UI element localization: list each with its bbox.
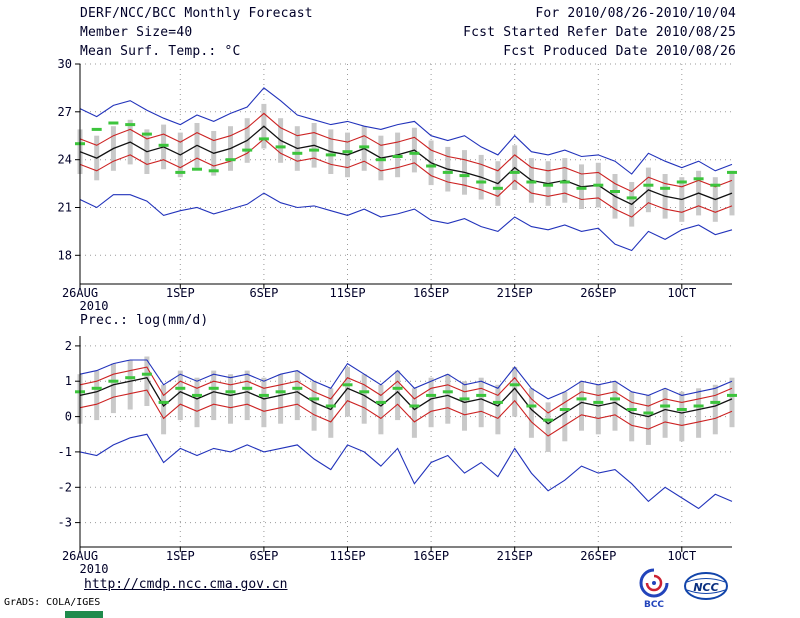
page-title: DERF/NCC/BCC Monthly Forecast [80,6,313,21]
fcst-started-label: Fcst Started Refer Date 2010/08/25 [463,25,736,40]
fcst-produced-label: Fcst Produced Date 2010/08/26 [503,44,736,59]
member-size-label: Member Size=40 [80,25,193,40]
svg-text:24: 24 [58,153,72,167]
svg-text:-3: -3 [58,516,72,530]
svg-text:21SEP: 21SEP [497,549,533,563]
svg-text:26AUG: 26AUG [62,286,98,300]
panel2-title: Prec.: log(mm/d) [80,313,209,328]
svg-text:18: 18 [58,248,72,262]
svg-text:21SEP: 21SEP [497,286,533,300]
ncc-logo-icon: NCC [684,572,728,600]
svg-text:11SEP: 11SEP [329,549,365,563]
panel-1: 18 21 24 27 30 26AUG 1SEP 6SEP 11SEP 16SEP 21SEP 26… [58,57,737,313]
forecast-range-label: For 2010/08/26-2010/10/04 [535,6,736,21]
panel1-title: Mean Surf. Temp.: °C [80,44,241,59]
source-url-text: http://cmdp.ncc.cma.gov.cn [84,577,288,592]
svg-text:6SEP: 6SEP [249,286,278,300]
svg-text:16SEP: 16SEP [413,286,449,300]
svg-text:1SEP: 1SEP [166,286,195,300]
svg-text:2: 2 [65,339,72,353]
svg-text:30: 30 [58,57,72,71]
svg-text:6SEP: 6SEP [249,549,278,563]
svg-text:21: 21 [58,201,72,215]
grads-credit: GrADS: COLA/IGES [4,597,101,608]
svg-text:2010: 2010 [80,299,109,313]
svg-text:11SEP: 11SEP [329,286,365,300]
svg-text:-1: -1 [58,445,72,459]
svg-text:-2: -2 [58,480,72,494]
svg-text:16SEP: 16SEP [413,549,449,563]
svg-text:2010: 2010 [80,562,109,576]
svg-text:1SEP: 1SEP [166,549,195,563]
svg-text:1OCT: 1OCT [667,286,696,300]
panel-2: -3 -2 -1 0 1 2 26AUG 1SEP 6SEP 11SEP 16SEP 21SEP 26S… [58,336,737,576]
svg-text:26AUG: 26AUG [62,549,98,563]
ncc-logo-label: NCC [693,581,718,594]
svg-text:26SEP: 26SEP [580,549,616,563]
bcc-logo-label: BCC [644,600,664,610]
bcc-logo-icon: BCC [639,568,669,610]
svg-text:27: 27 [58,105,72,119]
svg-text:0: 0 [65,410,72,424]
desktop-strip [65,611,103,618]
svg-text:1: 1 [65,374,72,388]
svg-text:26SEP: 26SEP [580,286,616,300]
svg-text:1OCT: 1OCT [667,549,696,563]
